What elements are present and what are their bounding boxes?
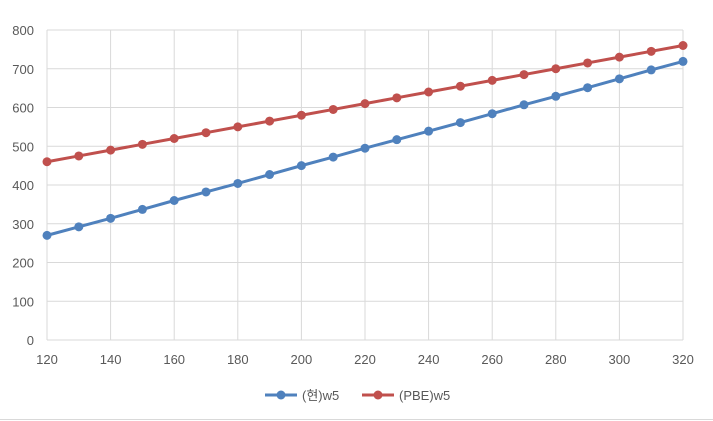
y-tick-label: 400 [12,178,34,193]
legend-label-1: (현)w5 [302,388,339,403]
series-2-point [74,151,84,161]
series-2-point [583,58,593,68]
legend-marker-1 [276,390,286,400]
y-tick-label: 500 [12,139,34,154]
x-tick-label: 260 [481,352,503,367]
series-2-point [424,87,434,97]
series-1-point [74,222,84,232]
series-2-point [392,93,402,103]
y-tick-label: 800 [12,23,34,38]
series-1-point [424,126,434,136]
series-2-point [296,110,306,120]
series-2-point [360,99,370,109]
series-2-point [519,70,529,80]
x-tick-label: 120 [36,352,58,367]
series-1-point [296,161,306,171]
series-1-point [551,91,561,101]
series-1-point [233,178,243,188]
bottom-divider [0,419,713,420]
y-tick-label: 600 [12,101,34,116]
series-1-point [265,170,275,180]
series-2-point [646,46,656,56]
y-tick-label: 100 [12,294,34,309]
legend-marker-2 [373,390,383,400]
series-2-point [265,116,275,126]
series-2-point [551,64,561,74]
series-2-point [137,139,147,149]
series-2-point [487,75,497,85]
x-tick-label: 300 [609,352,631,367]
x-tick-label: 280 [545,352,567,367]
x-tick-label: 240 [418,352,440,367]
series-2-point [614,52,624,62]
y-tick-label: 200 [12,256,34,271]
x-tick-label: 220 [354,352,376,367]
series-2-point [42,157,52,167]
series-2-point [169,134,179,143]
series-2-point [106,145,116,155]
series-2-point [455,81,465,91]
series-1-point [169,196,179,205]
x-tick-label: 140 [100,352,122,367]
x-tick-label: 160 [163,352,185,367]
y-tick-label: 700 [12,62,34,77]
legend-label-2: (PBE)w5 [399,388,450,403]
series-2-point [201,128,211,138]
series-1-point [678,56,688,66]
series-1-point [201,187,211,197]
series-1-point [106,213,116,223]
series-1-point [614,74,624,84]
series-1-point [392,135,402,145]
series-2-point [328,104,338,114]
y-tick-label: 300 [12,217,34,232]
series-1-point [137,204,147,214]
series-1-point [583,83,593,93]
x-tick-label: 200 [291,352,313,367]
series-1-point [360,143,370,153]
series-1-point [42,230,52,240]
series-1-point [646,65,656,75]
x-tick-label: 320 [672,352,694,367]
series-2-point [233,122,243,132]
series-2-point [678,41,688,50]
x-tick-label: 180 [227,352,249,367]
series-1-point [519,100,529,110]
series-1-point [455,118,465,128]
series-1-point [328,152,338,162]
y-tick-label: 0 [27,333,34,348]
series-1-point [487,109,497,119]
